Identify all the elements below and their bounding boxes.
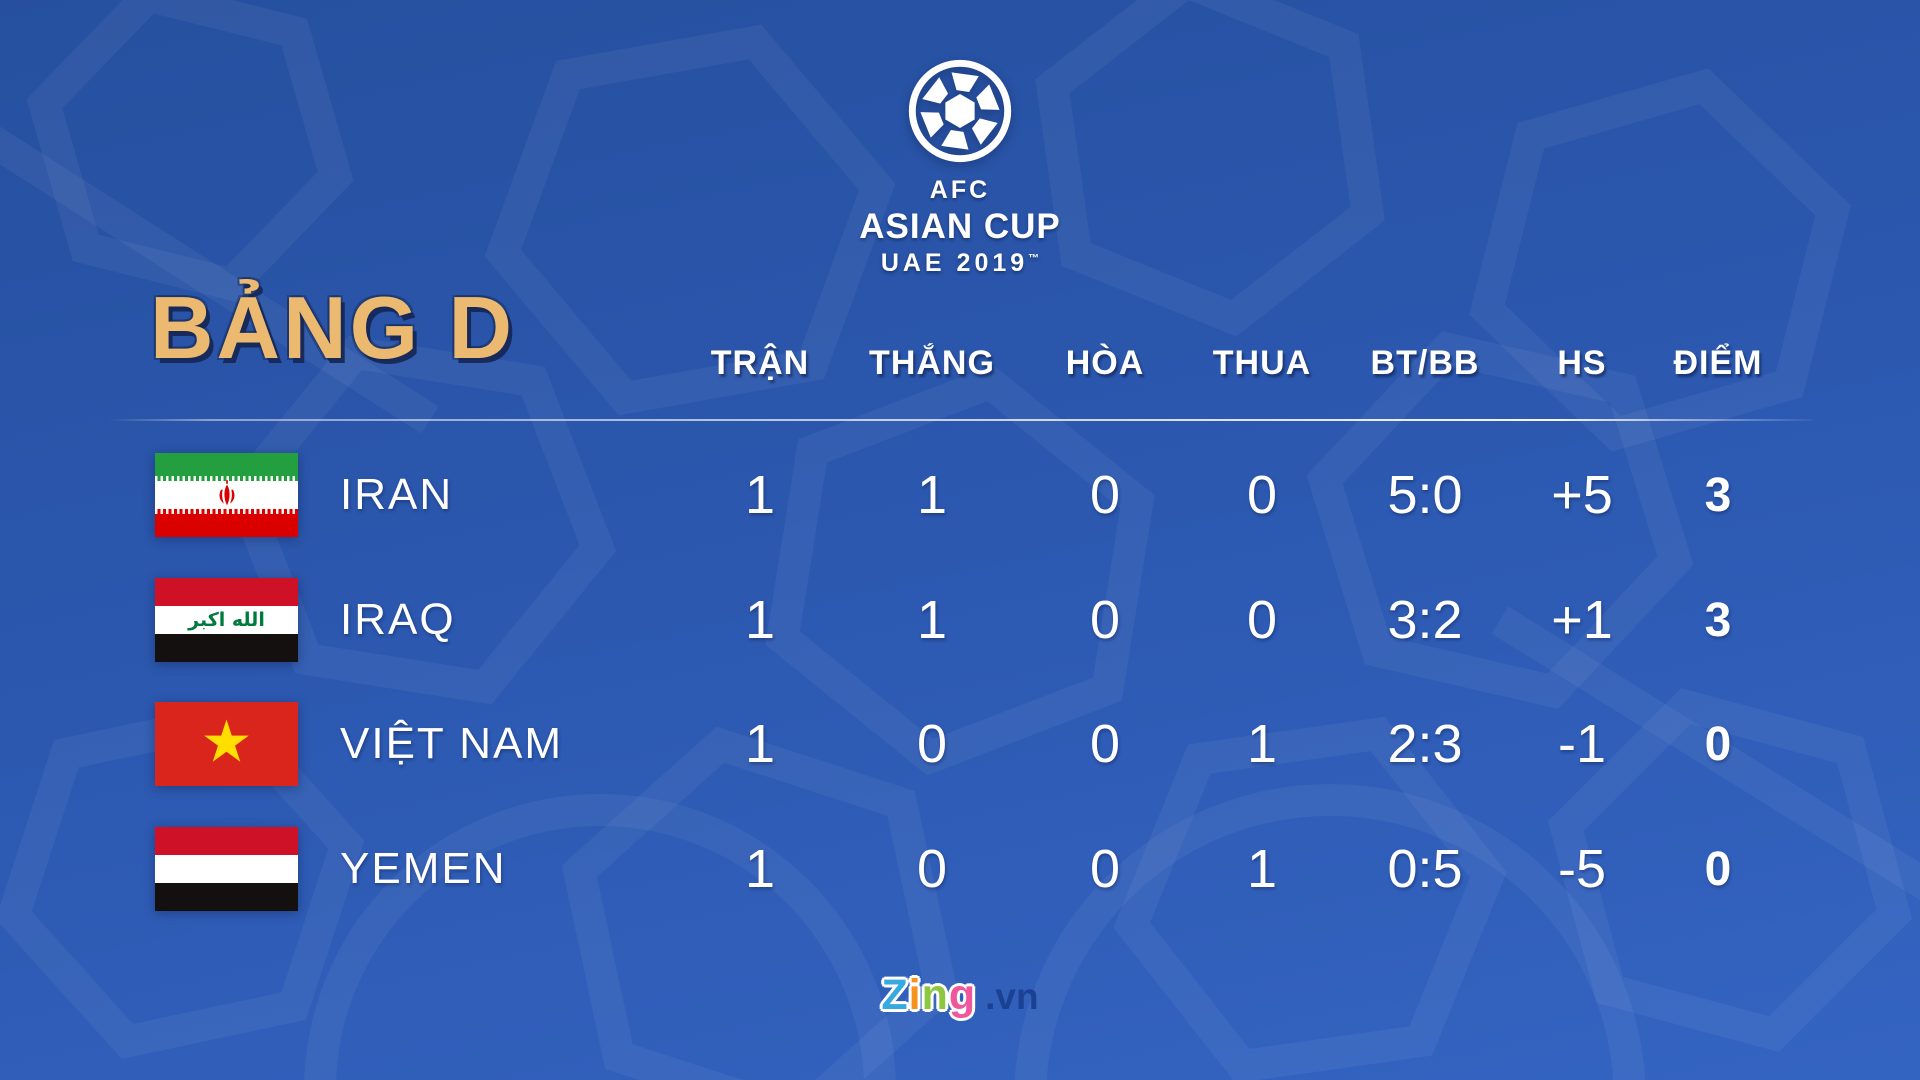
zing-letter: i xyxy=(908,971,922,1019)
header-separator-line xyxy=(108,419,1812,421)
matches-value: 1 xyxy=(744,590,776,650)
header-goals: BT/BB xyxy=(1370,343,1480,382)
points-value: 0 xyxy=(1704,717,1732,771)
goals-value: 3:2 xyxy=(1387,590,1463,650)
header-goal-diff: HS xyxy=(1557,343,1607,382)
points-value: 0 xyxy=(1704,842,1732,896)
points-value: 3 xyxy=(1704,468,1732,522)
logo-uae-2019-text: UAE 2019™ xyxy=(880,249,1040,277)
vietnam-flag: ★ xyxy=(155,702,298,786)
wins-value: 0 xyxy=(916,714,948,774)
iran-flag xyxy=(155,453,298,537)
iran-emblem-icon xyxy=(218,480,235,506)
table-row: YEMEN 1 0 0 1 0:5 -5 0 xyxy=(0,827,1920,911)
team-name: YEMEN xyxy=(340,844,507,893)
goal-diff-value: +5 xyxy=(1551,465,1613,525)
goal-diff-value: -5 xyxy=(1557,839,1606,899)
losses-value: 1 xyxy=(1246,839,1278,899)
goals-value: 5:0 xyxy=(1387,465,1463,525)
table-row: ★ VIỆT NAM 1 0 0 1 2:3 -1 0 xyxy=(0,702,1920,786)
goal-diff-value: +1 xyxy=(1551,590,1613,650)
losses-value: 1 xyxy=(1246,714,1278,774)
vietnam-star-icon: ★ xyxy=(200,707,253,776)
logo-afc-text: AFC xyxy=(929,176,991,204)
goals-value: 2:3 xyxy=(1387,714,1463,774)
draws-value: 0 xyxy=(1089,714,1121,774)
team-name: IRAN xyxy=(340,470,454,519)
yemen-flag xyxy=(155,827,298,911)
table-header-row: TRẬN THẮNG HÒA THUA BT/BB HS ĐIỂM xyxy=(0,338,1920,388)
header-draws: HÒA xyxy=(1065,343,1145,382)
matches-value: 1 xyxy=(744,839,776,899)
zing-letter: n xyxy=(921,971,949,1019)
iraq-takbir-text: الله اكبر xyxy=(188,609,265,631)
draws-value: 0 xyxy=(1089,465,1121,525)
zing-letter: g xyxy=(948,971,977,1019)
wins-value: 0 xyxy=(916,839,948,899)
team-name: IRAQ xyxy=(340,595,456,644)
iraq-flag: الله اكبر xyxy=(155,578,298,662)
header-losses: THUA xyxy=(1212,343,1312,382)
team-name: VIỆT NAM xyxy=(340,719,564,768)
wins-value: 1 xyxy=(916,465,948,525)
table-row: الله اكبر IRAQ 1 1 0 0 3:2 +1 3 xyxy=(0,578,1920,662)
table-row: IRAN 1 1 0 0 5:0 +5 3 xyxy=(0,453,1920,537)
goal-diff-value: -1 xyxy=(1557,714,1606,774)
trademark-symbol: ™ xyxy=(1028,252,1040,265)
tournament-logo: AFC ASIAN CUP UAE 2019™ xyxy=(0,58,1920,278)
header-points: ĐIỂM xyxy=(1673,343,1763,382)
matches-value: 1 xyxy=(744,714,776,774)
matches-value: 1 xyxy=(744,465,776,525)
zing-logo: Z i n g .vn xyxy=(0,974,1920,1018)
losses-value: 0 xyxy=(1246,465,1278,525)
wins-value: 1 xyxy=(916,590,948,650)
goals-value: 0:5 xyxy=(1387,839,1463,899)
points-value: 3 xyxy=(1704,593,1732,647)
zing-vn-suffix: .vn xyxy=(985,976,1039,1017)
group-title: BẢNG D xyxy=(150,278,516,377)
soccer-ball-icon xyxy=(908,59,1012,163)
logo-asian-cup-text: ASIAN CUP xyxy=(859,207,1061,246)
header-wins: THẮNG xyxy=(869,343,995,382)
header-matches: TRẬN xyxy=(710,343,810,382)
draws-value: 0 xyxy=(1089,590,1121,650)
zing-letter: Z xyxy=(881,971,909,1019)
losses-value: 0 xyxy=(1246,590,1278,650)
draws-value: 0 xyxy=(1089,839,1121,899)
